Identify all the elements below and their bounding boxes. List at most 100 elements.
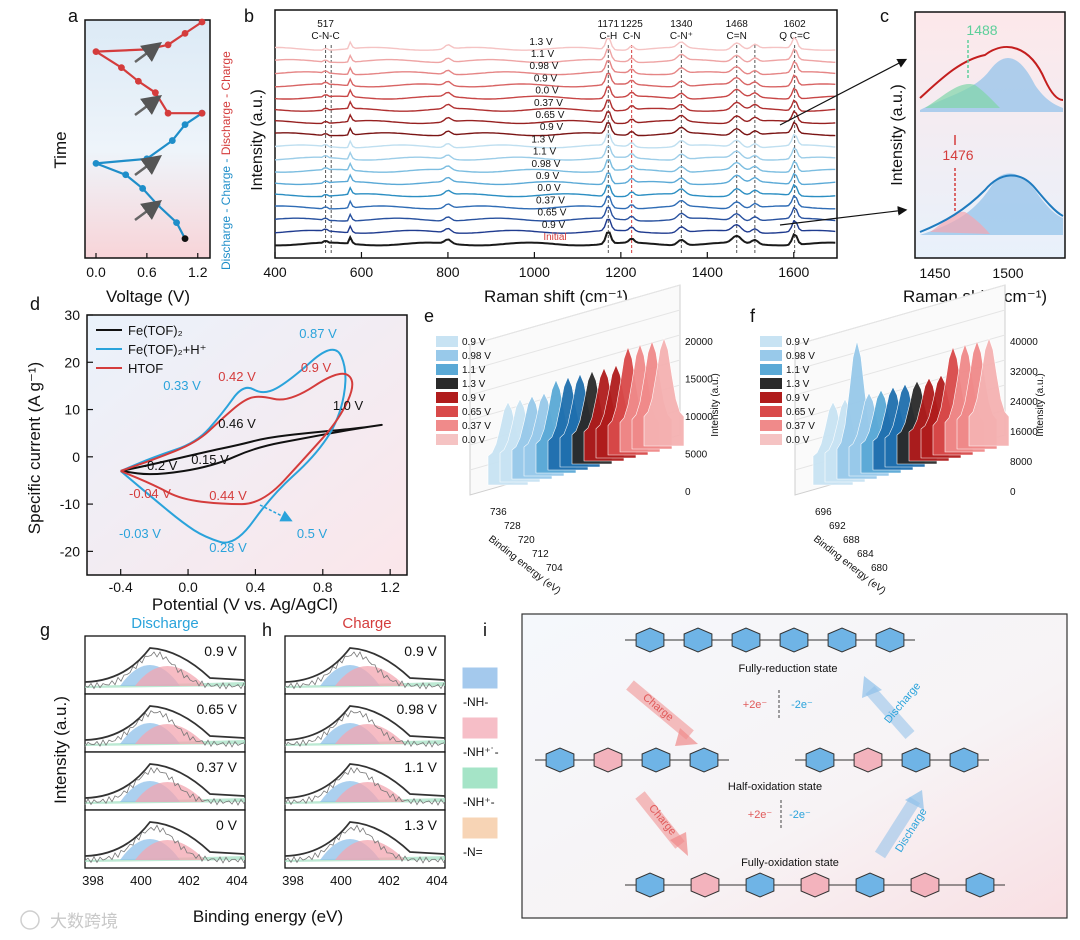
g-stack-fit-0 (84, 647, 246, 683)
e-legend-swatch-3 (436, 378, 458, 389)
h-stack-raw-0 (284, 651, 445, 690)
b-spectrum-9 (274, 121, 836, 137)
e-3d-grid-1 (469, 309, 681, 371)
ring-1-3 (689, 747, 719, 773)
panel-a: a Time Voltage (V) 0.0 0.6 1.2 Discharge -… (51, 6, 233, 306)
label-plus2e-2: +2e⁻ (748, 809, 773, 821)
c-peak-top: 1488 (966, 22, 997, 38)
d-xtick-4: 1.2 (380, 579, 400, 595)
c-xtick-1500: 1500 (992, 265, 1023, 281)
e-legend-swatch-6 (436, 420, 458, 431)
f-legend-label-6: 0.37 V (786, 421, 815, 432)
b-spectrum-label-5: 0.9 V (536, 171, 560, 182)
b-peak-group-4: C=N (727, 31, 747, 42)
d-ytick-1: -10 (60, 496, 80, 512)
f-3d-xtick-2: 688 (843, 535, 860, 546)
a-point-cycle1-0 (181, 235, 189, 243)
d-xtick-1: 0.0 (178, 579, 198, 595)
b-peak-label-4: 1468 (726, 19, 749, 30)
watermark: 大数跨境 (50, 912, 118, 931)
e-3d-xtick-3: 712 (532, 549, 549, 560)
d-curve-red (120, 372, 354, 506)
panel-h-stack: 0.9 V 0.98 V 1.1 V 1.3 V 398 400 402 404 (282, 635, 448, 888)
panel-i: i Fully-reduction state Half-oxidation s… (483, 613, 1068, 919)
a-point-cycle1-6 (143, 155, 151, 163)
d-annotation-8: -0.04 V (129, 486, 171, 501)
e-3d-ztick-0: 0 (685, 487, 691, 498)
b-spectrum-5 (274, 172, 836, 186)
d-arrow-0p5 (259, 504, 293, 522)
panel-a-letter: a (68, 6, 79, 26)
a-point-cycle2-1 (164, 109, 172, 117)
ring-0-3 (779, 627, 809, 653)
b-peak-group-2: C-N (623, 31, 641, 42)
arrow-a1 (134, 200, 163, 222)
ring-3-3 (800, 872, 830, 898)
d-legend-label-2: HTOF (128, 361, 163, 376)
h-stack-potential-1: 0.98 V (397, 701, 438, 717)
b-peak-group-0: C-N-C (311, 31, 339, 42)
panel-c-letter: c (880, 6, 889, 26)
panel-d-legend: Fe(TOF)₂ Fe(TOF)₂+H⁺ HTOF (96, 323, 206, 376)
arrow-a2 (134, 155, 163, 177)
a-point-cycle2-8 (181, 30, 189, 37)
e-3d-xtick-0: 736 (490, 507, 507, 518)
b-spectrum-1 (274, 218, 836, 234)
g-stack-potential-1: 0.65 V (197, 701, 238, 717)
f-legend-label-2: 1.1 V (786, 365, 810, 376)
a-point-cycle1-4 (122, 171, 130, 179)
h-stack-pink-0 (335, 666, 405, 686)
d-annotation-4: 1.0 V (333, 398, 364, 413)
ring-3-6 (965, 872, 995, 898)
e-legend-swatch-5 (436, 406, 458, 417)
ring-3-5 (910, 872, 940, 898)
panel-d-curves (120, 348, 383, 544)
panel-e-letter: e (424, 306, 434, 326)
f-legend-label-4: 0.9 V (786, 393, 810, 404)
panel-d-xlabel: Potential (V vs. Ag/AgCl) (152, 595, 338, 614)
f-legend-label-7: 0.0 V (786, 435, 810, 446)
f-legend-swatch-0 (760, 336, 782, 347)
g-stack-fit-3 (84, 821, 246, 857)
zoom-arrow-top (779, 58, 908, 126)
panel-e-legend: 0.9 V 0.98 V 1.1 V 1.3 V 0.9 V 0.65 V 0.37 V 0.… (436, 336, 491, 446)
b-spectrum-2 (274, 206, 836, 222)
panel-d-annotations: 0.87 V 0.9 V 0.42 V 0.33 V 1.0 V 0.46 V -0.2 V… (119, 326, 363, 555)
b-spectrum-4 (274, 183, 836, 198)
g-stack-raw-0 (84, 651, 245, 690)
panel-b-ylabel: Intensity (a.u.) (249, 89, 266, 190)
f-3d-ztick-4: 32000 (1010, 367, 1038, 378)
b-xtick-5: 1400 (692, 264, 723, 280)
g-stack-xtick-1: 400 (130, 873, 152, 888)
g-stack-pink-1 (135, 724, 205, 744)
h-stack-xtick-0: 398 (282, 873, 304, 888)
g-stack-potential-0: 0.9 V (204, 643, 237, 659)
ring-3-0 (635, 872, 665, 898)
e-legend-label-0: 0.9 V (462, 337, 486, 348)
f-3d-grid-1 (794, 309, 1006, 371)
f-legend-label-3: 1.3 V (786, 379, 810, 390)
b-xtick-0: 400 (263, 264, 287, 280)
f-legend-swatch-5 (760, 406, 782, 417)
c-bottom-fill-pink (930, 211, 990, 234)
f-3d-xtick-3: 684 (857, 549, 874, 560)
g-stack-pink-3 (135, 840, 205, 860)
e-3d-ztick-3: 15000 (685, 375, 713, 386)
e-legend-label-5: 0.65 V (462, 407, 491, 418)
d-annotation-10: -0.03 V (119, 526, 161, 541)
b-spectrum-label-15: 1.1 V (531, 49, 555, 60)
d-annotation-7: 0.15 V (191, 452, 229, 467)
b-spectrum-label-3: 0.37 V (536, 195, 565, 206)
b-spectrum-10 (274, 110, 836, 125)
a-point-cycle1-1 (173, 219, 180, 227)
c-bottom-curve (919, 174, 1064, 233)
b-spectrum-label-9: 0.9 V (540, 122, 564, 133)
a-point-cycle2-2 (151, 89, 159, 97)
panel-d-ticks: -0.4 0.0 0.4 0.8 1.2 -20 -10 0 10 20 30 (60, 307, 400, 595)
b-peak-group-1: C-H (599, 31, 617, 42)
e-3d-xtick-2: 720 (518, 535, 535, 546)
h-stack-pink-1 (335, 724, 405, 744)
e-legend-label-4: 0.9 V (462, 393, 486, 404)
panel-h: h Charge 0.9 V 0.98 V 1.1 V 1.3 V 398 400 402 4… (262, 615, 448, 888)
